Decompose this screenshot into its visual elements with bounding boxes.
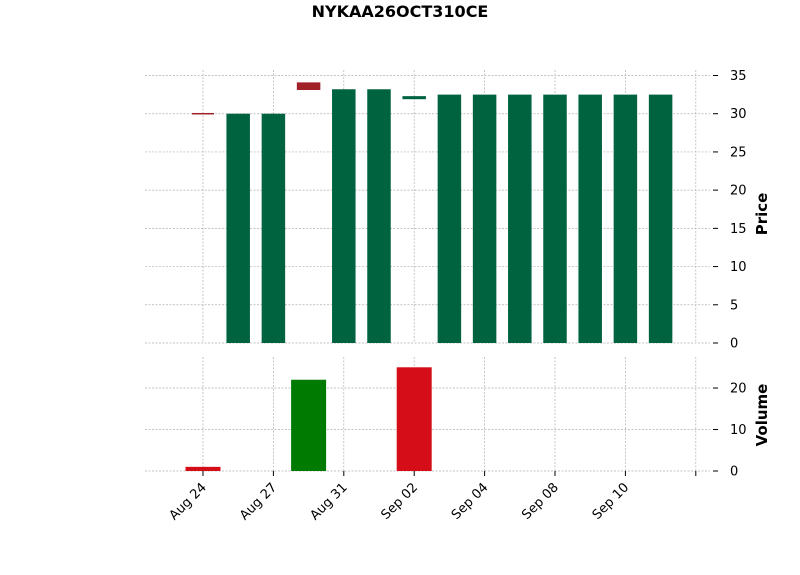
price-tick-label: 25 [730,145,747,160]
volume-tick-label: 10 [730,423,747,438]
price-tick-label: 15 [730,222,747,237]
volume-bar [185,466,221,471]
price-tick-label: 5 [730,298,738,313]
x-tick-label: Aug 27 [237,480,280,523]
volume-tick-label: 20 [730,382,747,397]
x-tick-label: Sep 02 [378,480,421,523]
price-candle [402,96,426,100]
x-tick-label: Sep 10 [590,480,633,523]
volume-bar [396,367,432,471]
price-candle [613,94,638,343]
price-axis-label: Price [753,193,771,236]
price-candle [226,113,250,343]
price-candle [508,94,532,343]
price-candle [648,94,673,343]
price-candle [472,94,497,343]
volume-panel [185,367,432,471]
price-candle [192,112,214,115]
price-candle [261,113,286,343]
price-tick-label: 30 [730,107,747,122]
volume-tick-label: 0 [730,465,738,480]
x-tick-label: Aug 31 [307,480,350,523]
price-candle [543,94,567,343]
price-candle [367,89,391,343]
volume-bar [291,379,327,471]
chart-title: NYKAA26OCT310CE [312,2,489,21]
price-tick-label: 35 [730,69,747,84]
price-candle [578,94,602,343]
volume-axis-label: Volume [753,384,771,447]
price-tick-label: 10 [730,260,747,275]
x-tick-label: Sep 04 [449,480,492,523]
price-candle [296,82,321,91]
x-tick-label: Aug 24 [167,480,210,523]
price-tick-label: 0 [730,337,738,352]
price-candle [437,94,462,343]
x-tick-label: Sep 08 [519,480,562,523]
price-candle [332,89,356,343]
price-panel [192,82,673,343]
price-tick-label: 20 [730,184,747,199]
